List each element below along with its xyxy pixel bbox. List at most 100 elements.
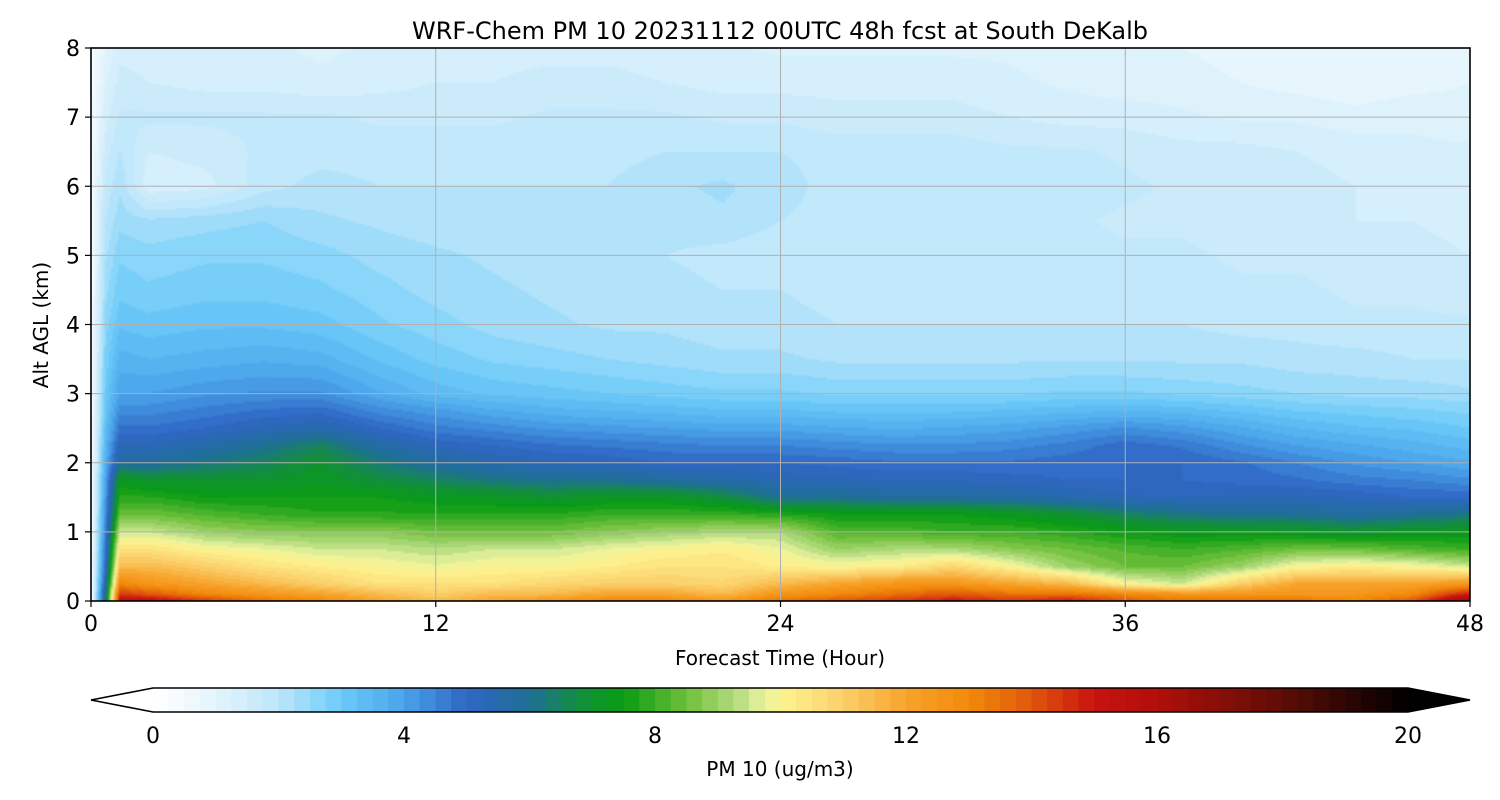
- y-tick-label: 0: [66, 590, 80, 615]
- colorbar-swatch: [247, 688, 264, 712]
- x-tick-label: 24: [767, 612, 795, 637]
- colorbar-swatch: [843, 688, 860, 712]
- y-axis-label: Alt AGL (km): [29, 262, 53, 388]
- colorbar-swatch: [1094, 688, 1111, 712]
- colorbar-swatch: [1078, 688, 1095, 712]
- x-tick-label: 36: [1111, 612, 1139, 637]
- x-tick-label: 48: [1456, 612, 1484, 637]
- colorbar-swatch: [466, 688, 484, 712]
- colorbar-swatch: [953, 688, 970, 712]
- colorbar-swatch: [309, 688, 327, 712]
- colorbar-swatch: [592, 688, 609, 712]
- colorbar-tick-label: 12: [892, 724, 920, 749]
- colorbar-swatch: [921, 688, 938, 712]
- colorbar-swatch: [1000, 688, 1017, 712]
- colorbar-swatch: [529, 688, 546, 712]
- y-tick-label: 4: [66, 314, 80, 339]
- colorbar-max-arrow: [1408, 688, 1470, 712]
- colorbar-swatch: [670, 688, 687, 712]
- colorbar-swatch: [968, 688, 986, 712]
- y-tick-label: 3: [66, 383, 80, 408]
- colorbar-swatch: [1376, 688, 1393, 712]
- colorbar-swatch: [1109, 688, 1127, 712]
- colorbar-swatch: [513, 688, 531, 712]
- colorbar-swatch: [1047, 688, 1064, 712]
- colorbar-swatch: [1015, 688, 1033, 712]
- colorbar-swatch: [890, 688, 907, 712]
- colorbar-swatch: [749, 688, 766, 712]
- colorbar-swatch: [1298, 688, 1315, 712]
- colorbar-swatch: [325, 688, 342, 712]
- colorbar-swatch: [419, 688, 436, 712]
- colorbar-swatch: [341, 688, 358, 712]
- colorbar-ticks: 0 4 8 12 16 20: [146, 724, 1422, 749]
- y-tick-label: 8: [66, 37, 80, 62]
- colorbar-swatch: [404, 688, 421, 712]
- colorbar-swatch: [874, 688, 891, 712]
- y-tick-label: 2: [66, 452, 80, 477]
- colorbar-swatch: [1313, 688, 1331, 712]
- colorbar-swatch: [1360, 688, 1378, 712]
- colorbar-swatch: [545, 688, 562, 712]
- colorbar-swatch: [984, 688, 1001, 712]
- colorbar-swatch: [607, 688, 625, 712]
- colorbar-swatches: [90, 687, 1471, 713]
- colorbar-swatch: [482, 688, 499, 712]
- colorbar-swatch: [655, 688, 672, 712]
- colorbar-swatch: [811, 688, 829, 712]
- x-tick-label: 12: [422, 612, 450, 637]
- colorbar-tick-label: 16: [1143, 724, 1171, 749]
- colorbar-swatch: [733, 688, 750, 712]
- colorbar-swatch: [1235, 688, 1252, 712]
- colorbar-swatch: [1251, 688, 1268, 712]
- colorbar-swatch: [906, 688, 923, 712]
- colorbar-swatch: [576, 688, 593, 712]
- colorbar-min-arrow: [91, 688, 153, 712]
- colorbar-swatch: [153, 688, 170, 712]
- colorbar-swatch: [231, 688, 248, 712]
- y-axis-ticks: 0 1 2 3 4 5 6 7 8: [66, 37, 91, 615]
- colorbar-tick-label: 4: [397, 724, 411, 749]
- colorbar-label: PM 10 (ug/m3): [706, 757, 853, 781]
- x-axis-ticks: 0 12 24 36 48: [84, 601, 1484, 637]
- colorbar-swatch: [1172, 688, 1189, 712]
- colorbar-outline: [90, 687, 1471, 713]
- colorbar-swatch: [278, 688, 295, 712]
- colorbar-swatch: [1392, 688, 1409, 712]
- colorbar-swatch: [560, 688, 578, 712]
- colorbar-swatch: [1031, 688, 1048, 712]
- colorbar-swatch: [200, 688, 217, 712]
- colorbar-swatch: [1125, 688, 1142, 712]
- colorbar-swatch: [1157, 688, 1174, 712]
- colorbar-swatch: [1345, 688, 1362, 712]
- colorbar-swatch: [451, 688, 468, 712]
- colorbar-swatch: [168, 688, 185, 712]
- colorbar-swatch: [294, 688, 311, 712]
- colorbar-swatch: [1188, 688, 1205, 712]
- colorbar-swatch: [184, 688, 201, 712]
- colorbar-swatch: [702, 688, 719, 712]
- colorbar-swatch: [827, 688, 844, 712]
- colorbar-tick-label: 20: [1394, 724, 1422, 749]
- colorbar-swatch: [764, 688, 782, 712]
- colorbar-swatch: [796, 688, 813, 712]
- colorbar-swatch: [262, 688, 280, 712]
- y-tick-label: 1: [66, 521, 80, 546]
- colorbar-swatch: [372, 688, 389, 712]
- x-tick-label: 0: [84, 612, 98, 637]
- y-tick-label: 7: [66, 106, 80, 131]
- chart-title: WRF-Chem PM 10 20231112 00UTC 48h fcst a…: [412, 17, 1148, 45]
- colorbar-swatch: [1219, 688, 1237, 712]
- y-tick-label: 6: [66, 175, 80, 200]
- colorbar-swatch: [1329, 688, 1346, 712]
- colorbar-swatch: [1141, 688, 1158, 712]
- y-tick-label: 5: [66, 244, 80, 269]
- x-axis-label: Forecast Time (Hour): [675, 646, 885, 670]
- colorbar-swatch: [639, 688, 656, 712]
- colorbar-swatch: [780, 688, 797, 712]
- colorbar-swatch: [215, 688, 233, 712]
- colorbar-swatch: [717, 688, 735, 712]
- colorbar-swatch: [1282, 688, 1299, 712]
